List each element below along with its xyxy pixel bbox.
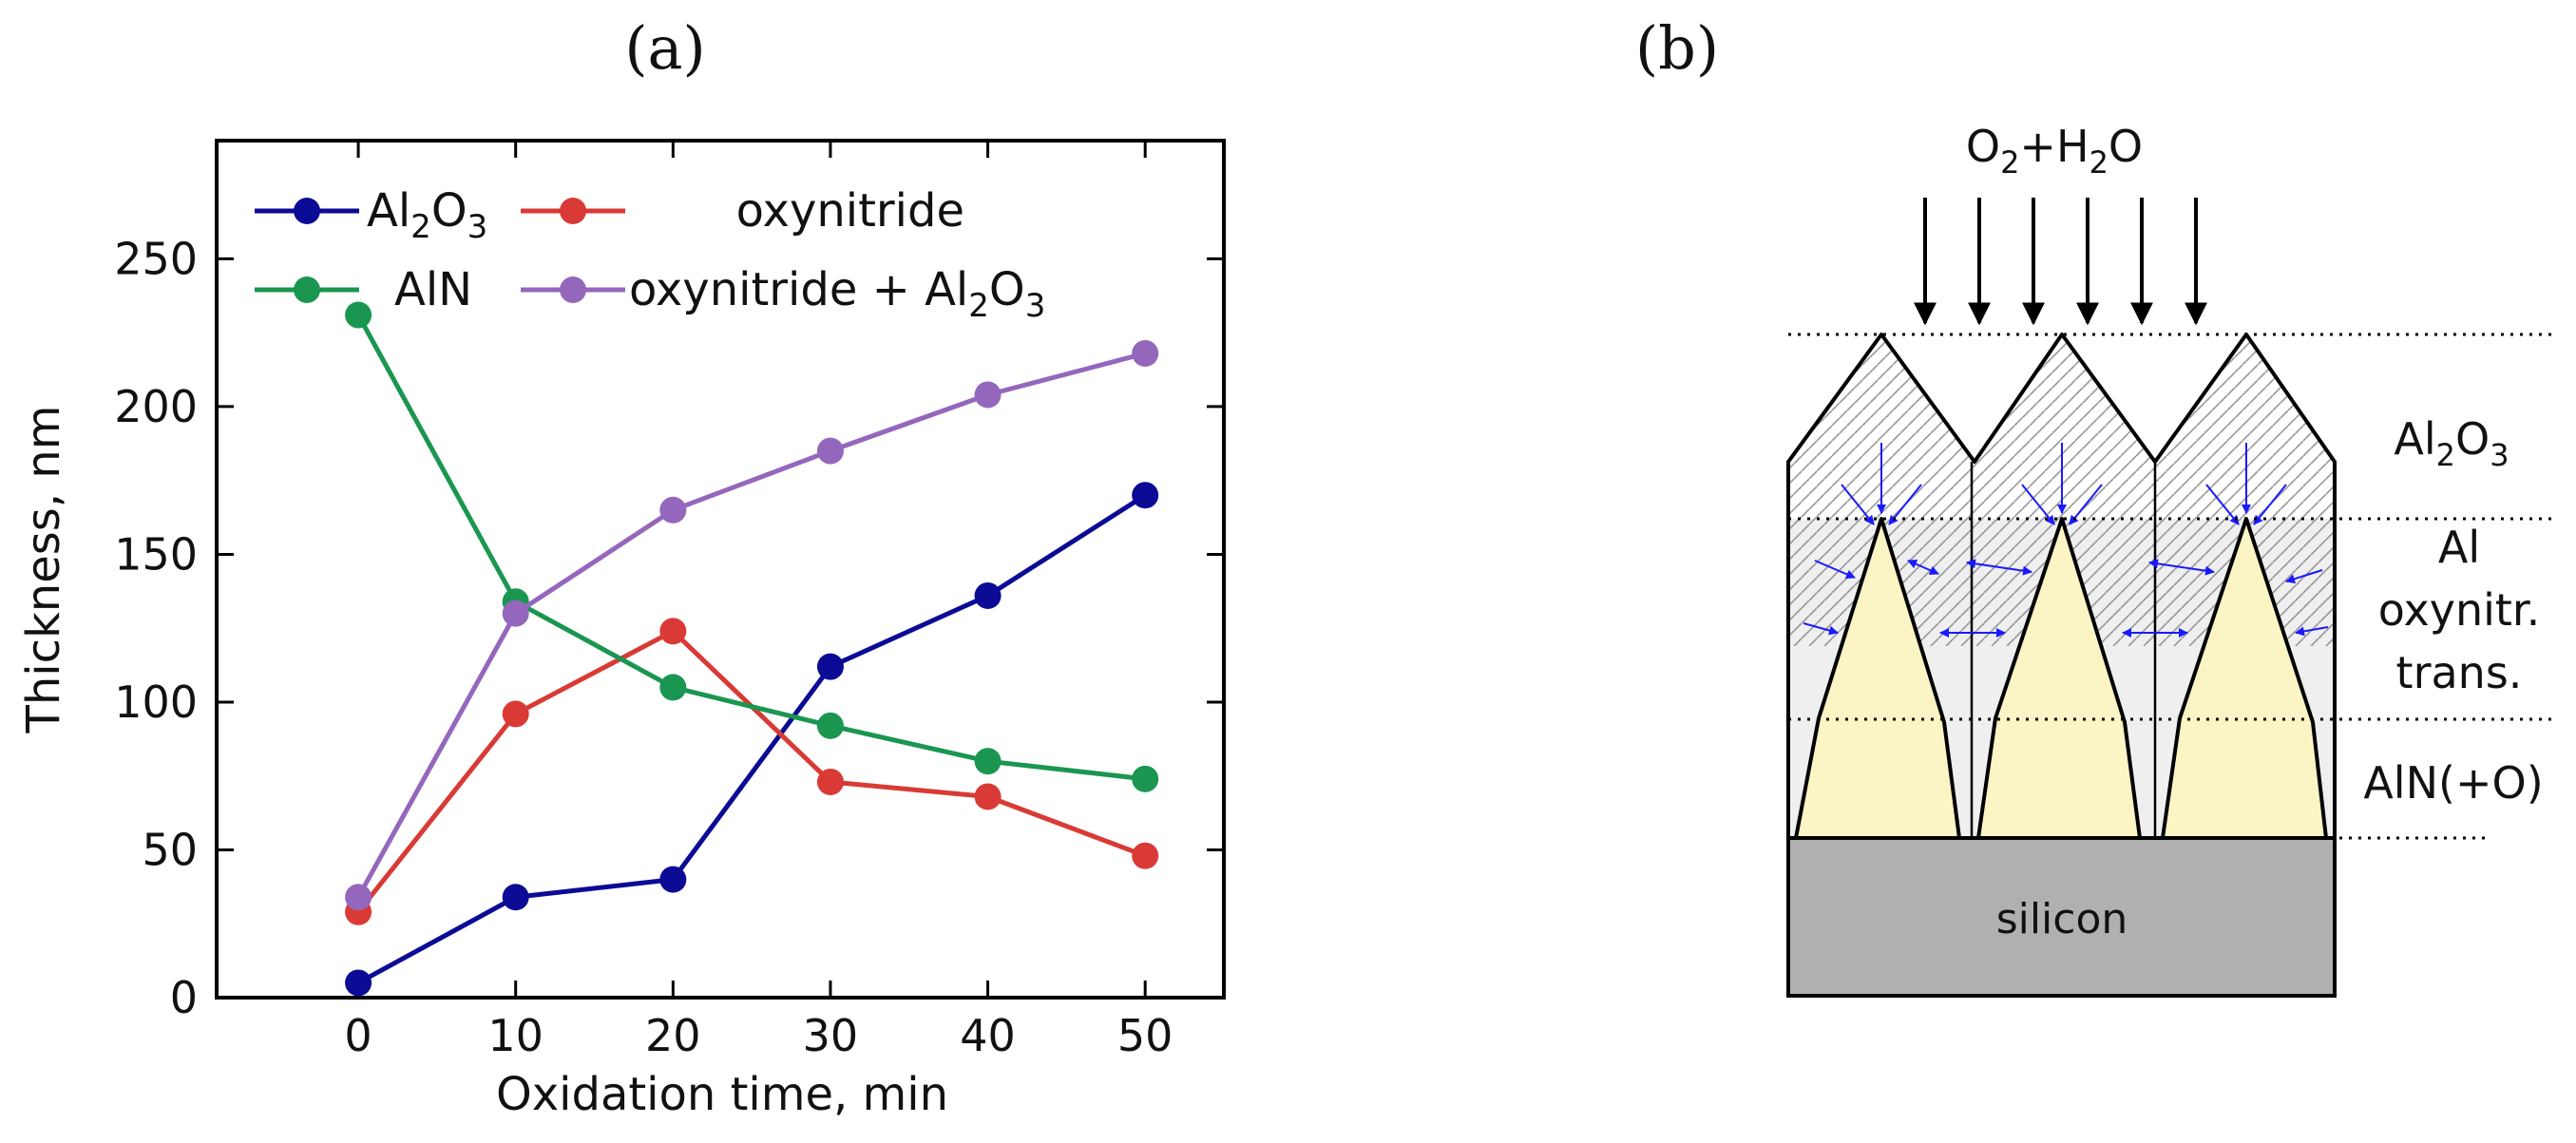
x-axis-label: Oxidation time, min xyxy=(496,1068,948,1121)
layer-label-transition-2: oxynitr. xyxy=(2378,584,2540,636)
chart-panel: (a) 0 10 20 30 40 50 0 50 100 150 200 250 Oxidatio… xyxy=(17,13,1226,1121)
x-axis: 0 10 20 30 40 50 xyxy=(344,141,1173,1061)
x-tick-label: 10 xyxy=(487,1010,544,1061)
y-axis: 0 50 100 150 200 250 xyxy=(114,233,1224,1023)
data-point-aln xyxy=(659,674,687,701)
legend-item-al2o3: Al2O3 xyxy=(255,184,487,246)
y-tick-label: 100 xyxy=(114,676,198,728)
flux-arrows xyxy=(1914,198,2207,326)
series-line-al2o3 xyxy=(356,493,1147,985)
data-point-al2o3 xyxy=(659,866,687,893)
column-outline xyxy=(1786,333,2337,838)
x-tick-label: 40 xyxy=(960,1010,1016,1061)
data-point-al2o3 xyxy=(816,653,844,680)
data-point-aln xyxy=(1132,765,1159,792)
data-point-al2o3 xyxy=(502,884,529,911)
data-point-aln xyxy=(816,712,844,739)
data-point-aln xyxy=(345,301,372,329)
series-oxynitride-al2o3 xyxy=(345,339,1159,911)
panel-label-a: (a) xyxy=(624,13,705,83)
panel-label-b: (b) xyxy=(1635,13,1719,83)
layer-label-transition-3: trans. xyxy=(2396,647,2523,698)
data-point-oxynitride xyxy=(816,768,844,795)
x-tick-label: 30 xyxy=(803,1010,859,1061)
data-point-oxynitride-al2o3 xyxy=(345,884,372,911)
data-series xyxy=(345,301,1159,997)
data-point-oxynitride-al2o3 xyxy=(816,437,844,465)
silicon-substrate xyxy=(1786,836,2337,998)
legend-label-al2o3: Al2O3 xyxy=(367,184,487,246)
data-point-oxynitride xyxy=(974,783,1002,810)
data-point-oxynitride-al2o3 xyxy=(974,381,1002,409)
series-al2o3 xyxy=(345,482,1159,997)
diffusion-group-3 xyxy=(2122,443,2329,638)
data-point-aln xyxy=(974,748,1002,775)
diffusion-group-2 xyxy=(1907,443,2103,638)
x-tick-label: 50 xyxy=(1117,1010,1174,1061)
plot-frame xyxy=(215,139,1226,1000)
series-line-aln xyxy=(355,314,1146,782)
legend-item-oxynitride: oxynitride xyxy=(521,184,964,238)
flux-label: O2+H2O xyxy=(1966,121,2143,181)
data-point-oxynitride-al2o3 xyxy=(502,600,529,627)
y-tick-label: 150 xyxy=(114,528,198,580)
y-axis-label: Thickness, nm xyxy=(17,406,70,734)
x-tick-label: 20 xyxy=(645,1010,701,1061)
layer-label-al2o3: Al2O3 xyxy=(2394,413,2509,473)
y-tick-label: 0 xyxy=(170,972,198,1023)
legend-item-aln: AlN xyxy=(255,263,472,316)
layer-label-transition-1: Al xyxy=(2438,522,2480,573)
data-point-al2o3 xyxy=(1132,482,1159,509)
data-point-oxynitride-al2o3 xyxy=(1132,339,1159,367)
series-line-oxynitride-al2o3 xyxy=(355,351,1146,899)
legend-label-aln: AlN xyxy=(394,263,472,316)
x-tick-label: 0 xyxy=(344,1010,372,1061)
legend-label-oxynitride-al2o3: oxynitride + Al2O3 xyxy=(629,263,1045,325)
data-point-oxynitride xyxy=(659,618,687,645)
data-point-oxynitride xyxy=(1132,842,1159,869)
diffusion-arrows xyxy=(1803,443,2329,638)
y-tick-label: 50 xyxy=(142,824,198,875)
legend-label-oxynitride: oxynitride xyxy=(736,184,964,238)
legend: Al2O3 oxynitride AlN oxynitride + Al2O3 xyxy=(255,184,1045,325)
data-point-oxynitride-al2o3 xyxy=(659,496,687,524)
y-tick-label: 250 xyxy=(114,233,198,284)
diagram-panel: (b) O2+H2O xyxy=(1635,13,2556,998)
data-point-al2o3 xyxy=(974,581,1002,609)
legend-item-oxynitride-al2o3: oxynitride + Al2O3 xyxy=(521,263,1045,325)
substrate-label: silicon xyxy=(1996,895,2128,943)
data-point-al2o3 xyxy=(345,969,372,997)
series-aln xyxy=(345,301,1159,792)
y-tick-label: 200 xyxy=(114,381,198,432)
layer-label-aln: AlN(+O) xyxy=(2363,757,2543,809)
data-point-oxynitride xyxy=(502,700,529,728)
interface-lines xyxy=(1788,333,2556,840)
